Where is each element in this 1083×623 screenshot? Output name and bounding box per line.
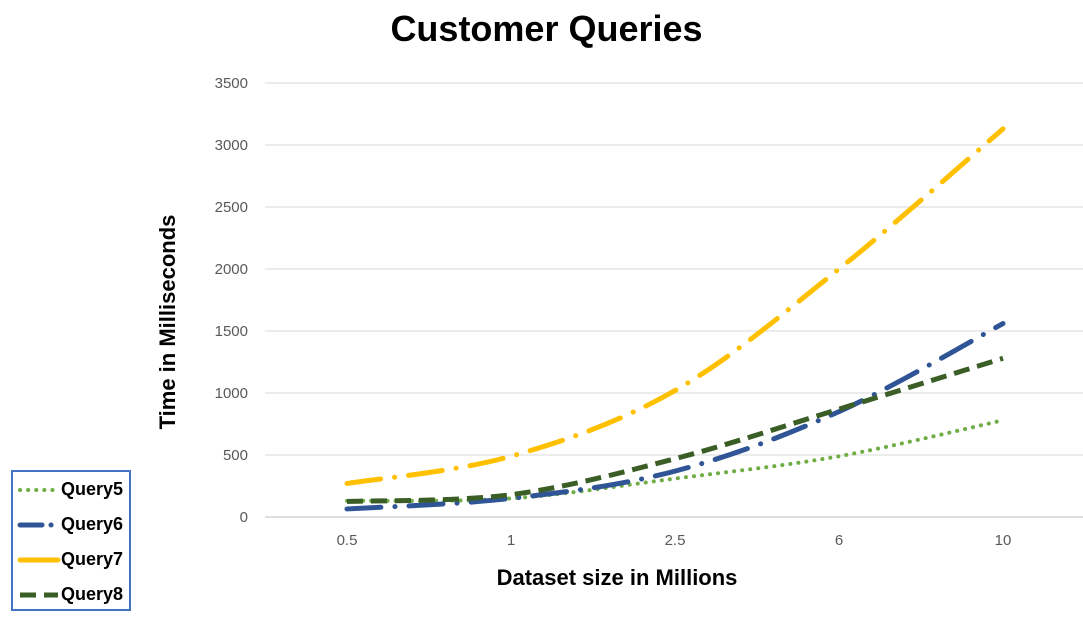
x-tick-label: 0.5 (337, 532, 358, 549)
chart-title: Customer Queries (390, 8, 703, 49)
series-line-query7 (344, 126, 1006, 487)
legend-swatch (17, 522, 61, 528)
legend-swatch (18, 488, 60, 492)
legend-swatch (20, 592, 58, 598)
x-tick-label: 6 (835, 532, 843, 549)
legend-item-query7: Query7 (13, 542, 131, 577)
y-tick-label: 3500 (215, 75, 248, 92)
x-tick-label: 2.5 (665, 532, 686, 549)
series-line-query6 (344, 321, 1006, 512)
legend-item-query5: Query5 (13, 472, 131, 507)
x-tick-label: 10 (995, 532, 1012, 549)
y-tick-label: 2500 (215, 199, 248, 216)
y-tick-label: 500 (223, 447, 248, 464)
series-line-query5 (345, 418, 1005, 503)
y-tick-label: 3000 (215, 137, 248, 154)
legend-label: Query7 (61, 549, 124, 569)
x-tick-label: 1 (507, 532, 515, 549)
legend-label: Query6 (61, 514, 124, 534)
legend-item-query8: Query8 (13, 577, 131, 612)
legend-item-query6: Query6 (13, 507, 131, 542)
x-axis-label: Dataset size in Millions (496, 565, 738, 590)
legend-label: Query5 (61, 479, 124, 499)
legend: Query5 Query6 Query7 Query8 (11, 470, 131, 611)
legend-swatch (17, 557, 61, 563)
y-tick-label: 1500 (215, 323, 248, 340)
y-tick-label: 0 (240, 509, 248, 526)
y-tick-label: 2000 (215, 261, 248, 278)
y-tick-label: 1000 (215, 385, 248, 402)
series-line-query8 (346, 355, 1004, 504)
legend-label: Query8 (61, 584, 124, 604)
